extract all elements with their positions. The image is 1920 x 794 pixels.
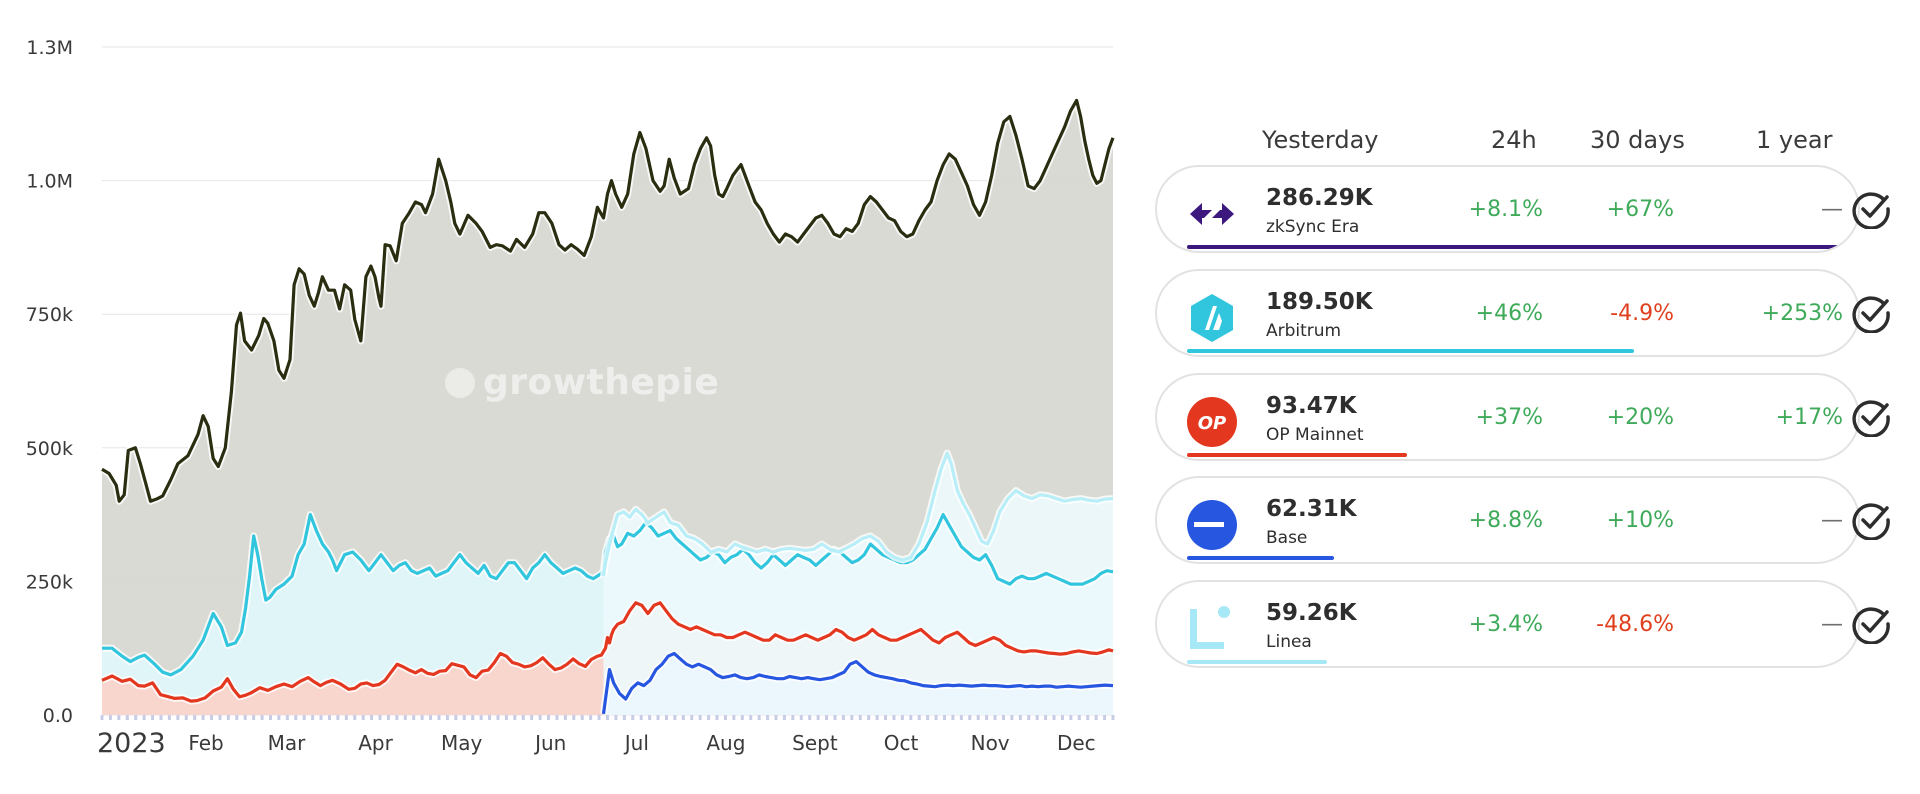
change-1-year: +17% — [1775, 405, 1843, 430]
arbitrum-icon — [1186, 292, 1238, 344]
watermark: growthepie — [445, 362, 719, 403]
chain-name: Linea — [1266, 632, 1312, 652]
change-24h: +3.4% — [1468, 612, 1543, 637]
share-bar — [1187, 245, 1858, 249]
header-1-year[interactable]: 1 year — [1756, 126, 1833, 154]
svg-text:OP: OP — [1198, 413, 1227, 434]
x-month-label: Mar — [268, 731, 307, 755]
y-tick-label: 1.3M — [26, 37, 73, 59]
chain-value: 62.31K — [1266, 496, 1357, 522]
header-30-days[interactable]: 30 days — [1590, 126, 1685, 154]
share-bar — [1187, 453, 1407, 457]
zksync-icon — [1186, 188, 1238, 240]
series-line — [102, 513, 1114, 677]
series-line — [101, 601, 1114, 703]
x-month-label: Aug — [706, 731, 745, 755]
x-month-label: May — [441, 731, 483, 755]
x-year-label: 2023 — [97, 728, 166, 759]
chain-row-base[interactable]: 62.31K Base +8.8% +10% — — [1155, 476, 1860, 564]
x-month-label: Feb — [188, 731, 223, 755]
change-30-days: +20% — [1606, 405, 1674, 430]
chain-row-arbitrum[interactable]: 189.50K Arbitrum +46% -4.9% +253% — [1155, 269, 1860, 357]
x-month-label: Jun — [533, 731, 566, 755]
change-30-days: -4.9% — [1610, 301, 1674, 326]
share-bar — [1187, 660, 1327, 664]
chain-value: 189.50K — [1266, 289, 1373, 315]
change-1-year: — — [1821, 612, 1843, 637]
pie-logo-icon — [445, 368, 475, 398]
y-tick-label: 750k — [26, 304, 73, 326]
chain-row-zksync-era[interactable]: 286.29K zkSync Era +8.1% +67% — — [1155, 165, 1860, 253]
area-chart: 0.0 250k 500k 750k 1.0M 1.3M 2023 Feb Mar Apr May J… — [26, 37, 1117, 759]
y-tick-label: 250k — [26, 571, 73, 593]
x-month-label: Jul — [623, 731, 649, 755]
table-header: Yesterday 24h 30 days 1 year — [1155, 122, 1915, 162]
chain-value: 93.47K — [1266, 393, 1357, 419]
chain-name: Base — [1266, 528, 1308, 548]
x-month-label: Sept — [792, 731, 838, 755]
change-24h: +8.1% — [1468, 197, 1543, 222]
series-line — [601, 651, 1114, 715]
series-line — [601, 451, 1114, 577]
x-month-label: Oct — [884, 731, 919, 755]
change-24h: +8.8% — [1468, 508, 1543, 533]
y-tick-label: 0.0 — [43, 705, 73, 727]
chain-value: 59.26K — [1266, 600, 1357, 626]
change-30-days: +67% — [1606, 197, 1674, 222]
change-1-year: — — [1821, 508, 1843, 533]
change-24h: +37% — [1475, 405, 1543, 430]
x-month-label: Nov — [971, 731, 1010, 755]
header-24h[interactable]: 24h — [1491, 126, 1537, 154]
check-circle-icon[interactable] — [1851, 604, 1891, 645]
header-yesterday[interactable]: Yesterday — [1262, 126, 1379, 154]
change-1-year: +253% — [1761, 301, 1843, 326]
check-circle-icon[interactable] — [1851, 397, 1891, 438]
check-circle-icon[interactable] — [1851, 293, 1891, 334]
change-30-days: -48.6% — [1596, 612, 1674, 637]
chain-value: 286.29K — [1266, 185, 1373, 211]
chain-name: Arbitrum — [1266, 321, 1342, 341]
watermark-text: growthepie — [483, 362, 720, 403]
x-month-label: Apr — [358, 731, 393, 755]
base-icon — [1186, 499, 1238, 551]
check-circle-icon[interactable] — [1851, 500, 1891, 541]
chain-name: zkSync Era — [1266, 217, 1360, 237]
x-month-label: Dec — [1057, 731, 1096, 755]
change-30-days: +10% — [1606, 508, 1674, 533]
series-area — [603, 453, 1113, 715]
change-24h: +46% — [1475, 301, 1543, 326]
chain-row-linea[interactable]: 59.26K Linea +3.4% -48.6% — — [1155, 580, 1860, 668]
check-circle-icon[interactable] — [1851, 189, 1891, 230]
y-tick-label: 1.0M — [26, 171, 73, 193]
op-icon: OP — [1186, 396, 1238, 448]
series-line — [101, 98, 1115, 503]
chain-name: OP Mainnet — [1266, 425, 1364, 445]
share-bar — [1187, 349, 1634, 353]
linea-icon — [1186, 603, 1238, 655]
chain-row-op-mainnet[interactable]: OP 93.47K OP Mainnet +37% +20% +17% — [1155, 373, 1860, 461]
change-1-year: — — [1821, 197, 1843, 222]
share-bar — [1187, 556, 1334, 560]
y-tick-label: 500k — [26, 438, 73, 460]
chart-area: 0.0 250k 500k 750k 1.0M 1.3M 2023 Feb Mar Apr May J… — [26, 37, 1117, 759]
